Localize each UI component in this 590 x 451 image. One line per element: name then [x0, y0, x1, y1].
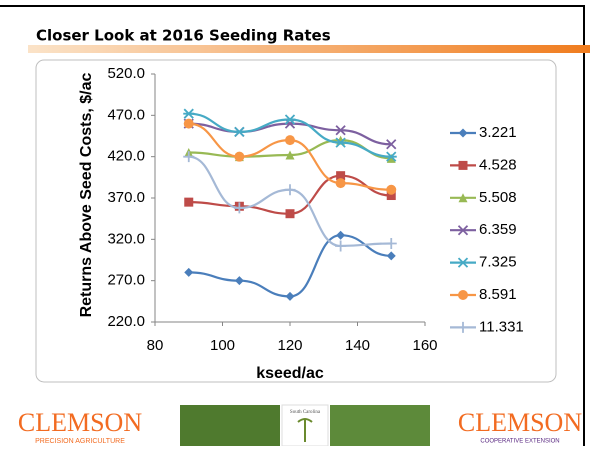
y-tick-label: 520.0: [107, 65, 145, 82]
y-tick-label: 470.0: [107, 106, 145, 123]
x-tick-label: 140: [345, 337, 370, 354]
legend-label: 4.528: [479, 156, 517, 173]
legend-entry: 5.508: [450, 189, 517, 206]
marker: [335, 178, 346, 189]
legend-marker: [458, 160, 468, 170]
marker: [284, 114, 296, 125]
y-tick-label: 370.0: [107, 189, 145, 206]
title-bar: [28, 45, 590, 53]
marker: [386, 139, 397, 150]
y-tick-label: 320.0: [107, 230, 145, 247]
left-logo: CLEMSON: [18, 408, 142, 437]
right-logo-sub: COOPERATIVE EXTENSION: [480, 439, 559, 445]
y-tick-label: 420.0: [107, 148, 145, 165]
x-tick-label: 160: [412, 337, 437, 354]
marker: [183, 118, 194, 129]
legend-entry: 6.359: [450, 221, 517, 238]
legend-marker: [457, 257, 469, 268]
marker: [386, 153, 396, 163]
marker: [336, 230, 346, 240]
legend-entry: 3.221: [450, 124, 517, 141]
marker: [285, 135, 295, 146]
marker: [386, 191, 396, 201]
legend-marker: [458, 290, 468, 300]
legend-label: 7.325: [479, 254, 517, 271]
marker: [335, 137, 347, 148]
crop-photo: [330, 405, 430, 446]
marker: [184, 267, 194, 277]
y-axis-label: Returns Above Seed Costs, $/ac: [78, 72, 95, 317]
marker: [335, 240, 347, 252]
marker: [335, 125, 346, 136]
legend-marker: [458, 193, 468, 203]
legend-entry: 8.591: [450, 286, 517, 303]
marker: [284, 184, 296, 196]
footer: CLEMSON PRECISION AGRICULTURE South Caro…: [18, 404, 582, 447]
marker: [183, 151, 195, 163]
chart-frame: [35, 59, 557, 383]
legend-entry: 4.528: [450, 156, 517, 173]
crop-photo: [180, 405, 280, 446]
x-axis-label: kseed/ac: [256, 365, 324, 382]
marker: [234, 151, 245, 162]
marker: [184, 197, 194, 207]
slide-title: Closer Look at 2016 Seeding Rates: [36, 27, 331, 45]
marker: [285, 291, 295, 301]
marker: [386, 251, 396, 261]
x-tick-label: 120: [277, 337, 302, 354]
marker: [386, 184, 397, 195]
legend-entry: 7.325: [450, 254, 517, 271]
legend-label: 11.331: [479, 318, 524, 335]
legend-marker: [457, 225, 469, 236]
marker: [385, 237, 397, 249]
y-tick-label: 220.0: [107, 313, 145, 330]
frame: [0, 5, 585, 446]
x-tick-label: 100: [210, 337, 235, 354]
seal-text: South Carolina: [290, 410, 321, 415]
marker: [336, 171, 346, 181]
y-tick-label: 270.0: [107, 272, 145, 289]
legend-marker: [458, 128, 468, 138]
right-logo: CLEMSON: [458, 408, 582, 437]
marker: [233, 202, 245, 214]
marker: [233, 126, 245, 138]
legend-label: 3.221: [479, 124, 517, 141]
legend-label: 5.508: [479, 189, 517, 206]
left-logo-sub: PRECISION AGRICULTURE: [35, 438, 125, 445]
legend-label: 6.359: [479, 221, 517, 238]
palmetto: [297, 418, 313, 442]
legend-entry: 11.331: [450, 318, 524, 335]
marker: [385, 151, 397, 162]
marker: [285, 150, 295, 160]
marker: [285, 209, 295, 219]
x-tick-label: 80: [147, 337, 164, 354]
legend-label: 8.591: [479, 286, 517, 303]
legend-marker: [457, 321, 469, 333]
marker: [183, 108, 195, 119]
marker: [234, 276, 244, 286]
